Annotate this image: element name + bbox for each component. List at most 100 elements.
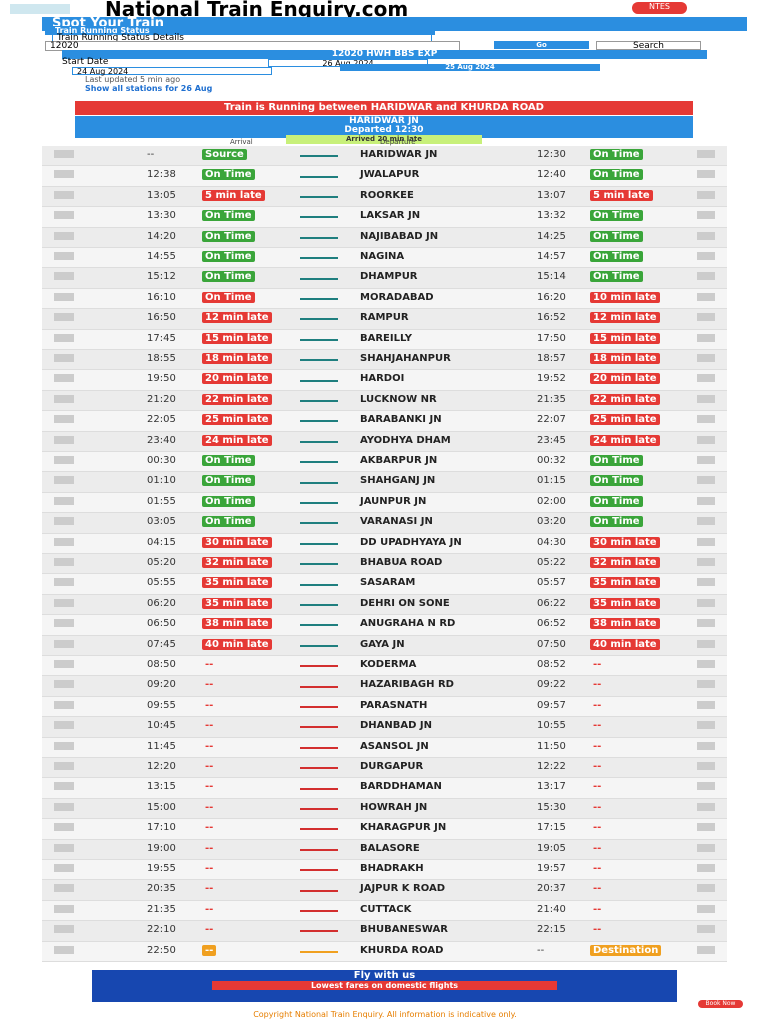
arrival-time: 21:35 [147, 903, 176, 915]
ad-banner[interactable]: Fly with us Lowest fares on domestic fli… [92, 970, 677, 1002]
station-row: 19:00 -- BALASORE 19:05 -- [42, 839, 727, 860]
tick [300, 522, 338, 525]
departure-delay: 24 min late [590, 434, 660, 446]
tick [300, 338, 338, 341]
tick [300, 787, 338, 790]
station-row: 13:15 -- BARDDHAMAN 13:17 -- [42, 778, 727, 799]
departure-delay: 10 min late [590, 291, 660, 303]
station-name: BHABUA ROAD [360, 557, 443, 568]
search-button[interactable]: Search [596, 41, 701, 51]
departure-time: 16:52 [537, 312, 566, 324]
arrival-delay: On Time [202, 455, 255, 466]
station-name: ANUGRAHA N RD [360, 618, 456, 630]
left-button [54, 252, 74, 260]
tick [300, 909, 338, 912]
left-button [54, 517, 74, 526]
left-button [54, 170, 74, 179]
departure-time: 12:40 [537, 169, 566, 181]
arrival-time: 19:00 [147, 842, 176, 854]
departure-time: 04:30 [537, 536, 566, 548]
left-button [54, 476, 74, 485]
ad-title: Fly with us [353, 970, 416, 981]
arrival-delay: 38 min late [202, 618, 272, 630]
prev-date[interactable]: 24 Aug 2024 [72, 67, 272, 76]
station-name: MORADABAD [360, 291, 434, 303]
station-name: HARIDWAR JN [360, 149, 438, 160]
departure-delay: -- [593, 720, 602, 732]
station-name: JWALAPUR [360, 169, 420, 181]
station-name: DHANBAD JN [360, 720, 433, 732]
arrival-delay: On Time [202, 210, 255, 222]
station-row: 13:30 On Time LAKSAR JN 13:32 On Time [42, 207, 727, 228]
station-row: 13:05 5 min late ROORKEE 13:07 5 min late [42, 186, 727, 208]
right-button [697, 925, 715, 934]
departure-delay: -- [593, 822, 602, 834]
arrival-time: 16:50 [147, 312, 176, 324]
arrival-delay: On Time [202, 230, 255, 242]
status-badge: Arrived 20 min late [286, 135, 482, 144]
right-button [697, 782, 715, 791]
tick [300, 746, 338, 749]
tick [300, 705, 338, 708]
site-title: National Train Enquiry.com [105, 0, 409, 21]
left-button [54, 680, 74, 689]
right-button [697, 762, 715, 770]
right-button [697, 292, 715, 301]
status-box: HARIDWAR JN Departed 12:30 Arrived 20 mi… [75, 116, 693, 144]
arrival-time: 04:15 [147, 536, 176, 548]
departure-delay: -- [593, 863, 602, 874]
arrival-time: 03:05 [147, 516, 176, 528]
departure-time: 22:15 [537, 924, 566, 936]
departure-delay: -- [593, 781, 602, 793]
left-button [54, 843, 74, 852]
right-button [697, 578, 715, 587]
right-button [697, 537, 715, 546]
arrival-time: 15:00 [147, 801, 176, 813]
left-button [54, 211, 74, 220]
go-button[interactable]: Go [494, 41, 589, 49]
tab[interactable]: Train Running Status [45, 26, 435, 35]
arrival-delay: -- [205, 761, 214, 772]
left-button [54, 823, 74, 832]
station-name: VARANASI JN [360, 516, 433, 528]
departure-time: 13:17 [537, 781, 566, 793]
departure-time: 22:07 [537, 414, 566, 426]
right-button [697, 313, 715, 322]
station-name: NAGINA [360, 251, 405, 262]
station-name: HAZARIBAGH RD [360, 679, 454, 691]
arrival-time: 17:10 [147, 822, 176, 834]
alt-date[interactable]: 25 Aug 2024 [340, 64, 600, 71]
arrival-time: 13:05 [147, 189, 176, 201]
right-button [697, 374, 715, 383]
departure-delay: On Time [590, 210, 643, 222]
station-name: BHUBANESWAR [360, 924, 448, 936]
arrival-delay: 12 min late [202, 312, 272, 324]
station-name: HOWRAH JN [360, 801, 428, 813]
ad-cta[interactable]: Book Now [698, 1000, 743, 1008]
station-name: BALASORE [360, 842, 420, 854]
departure-delay: On Time [590, 455, 643, 466]
arrival-delay: 32 min late [202, 557, 272, 568]
departure-time: 03:20 [537, 516, 566, 528]
right-button [697, 823, 715, 832]
station-name: BHADRAKH [360, 863, 424, 874]
station-name: ASANSOL JN [360, 740, 429, 752]
arrival-delay: -- [205, 822, 214, 834]
tick [300, 216, 338, 219]
departure-delay: 5 min late [590, 189, 653, 201]
right-button [697, 660, 715, 668]
arrival-time: 12:20 [147, 761, 176, 772]
departure-time: 16:20 [537, 291, 566, 303]
arrival-delay: -- [205, 863, 214, 874]
arrival-delay: -- [205, 740, 214, 752]
arrival-delay: 40 min late [202, 638, 272, 650]
link[interactable]: Show all stations for 26 Aug [85, 84, 213, 93]
station-name: AKBARPUR JN [360, 455, 438, 466]
right-button [697, 843, 715, 852]
station-row: 10:45 -- DHANBAD JN 10:55 -- [42, 717, 727, 738]
station-row: 00:30 On Time AKBARPUR JN 00:32 On Time [42, 452, 727, 473]
tick [300, 359, 338, 362]
station-row: 01:10 On Time SHAHGANJ JN 01:15 On Time [42, 472, 727, 493]
arrival-delay: -- [205, 842, 214, 854]
station-name: SASARAM [360, 577, 416, 589]
